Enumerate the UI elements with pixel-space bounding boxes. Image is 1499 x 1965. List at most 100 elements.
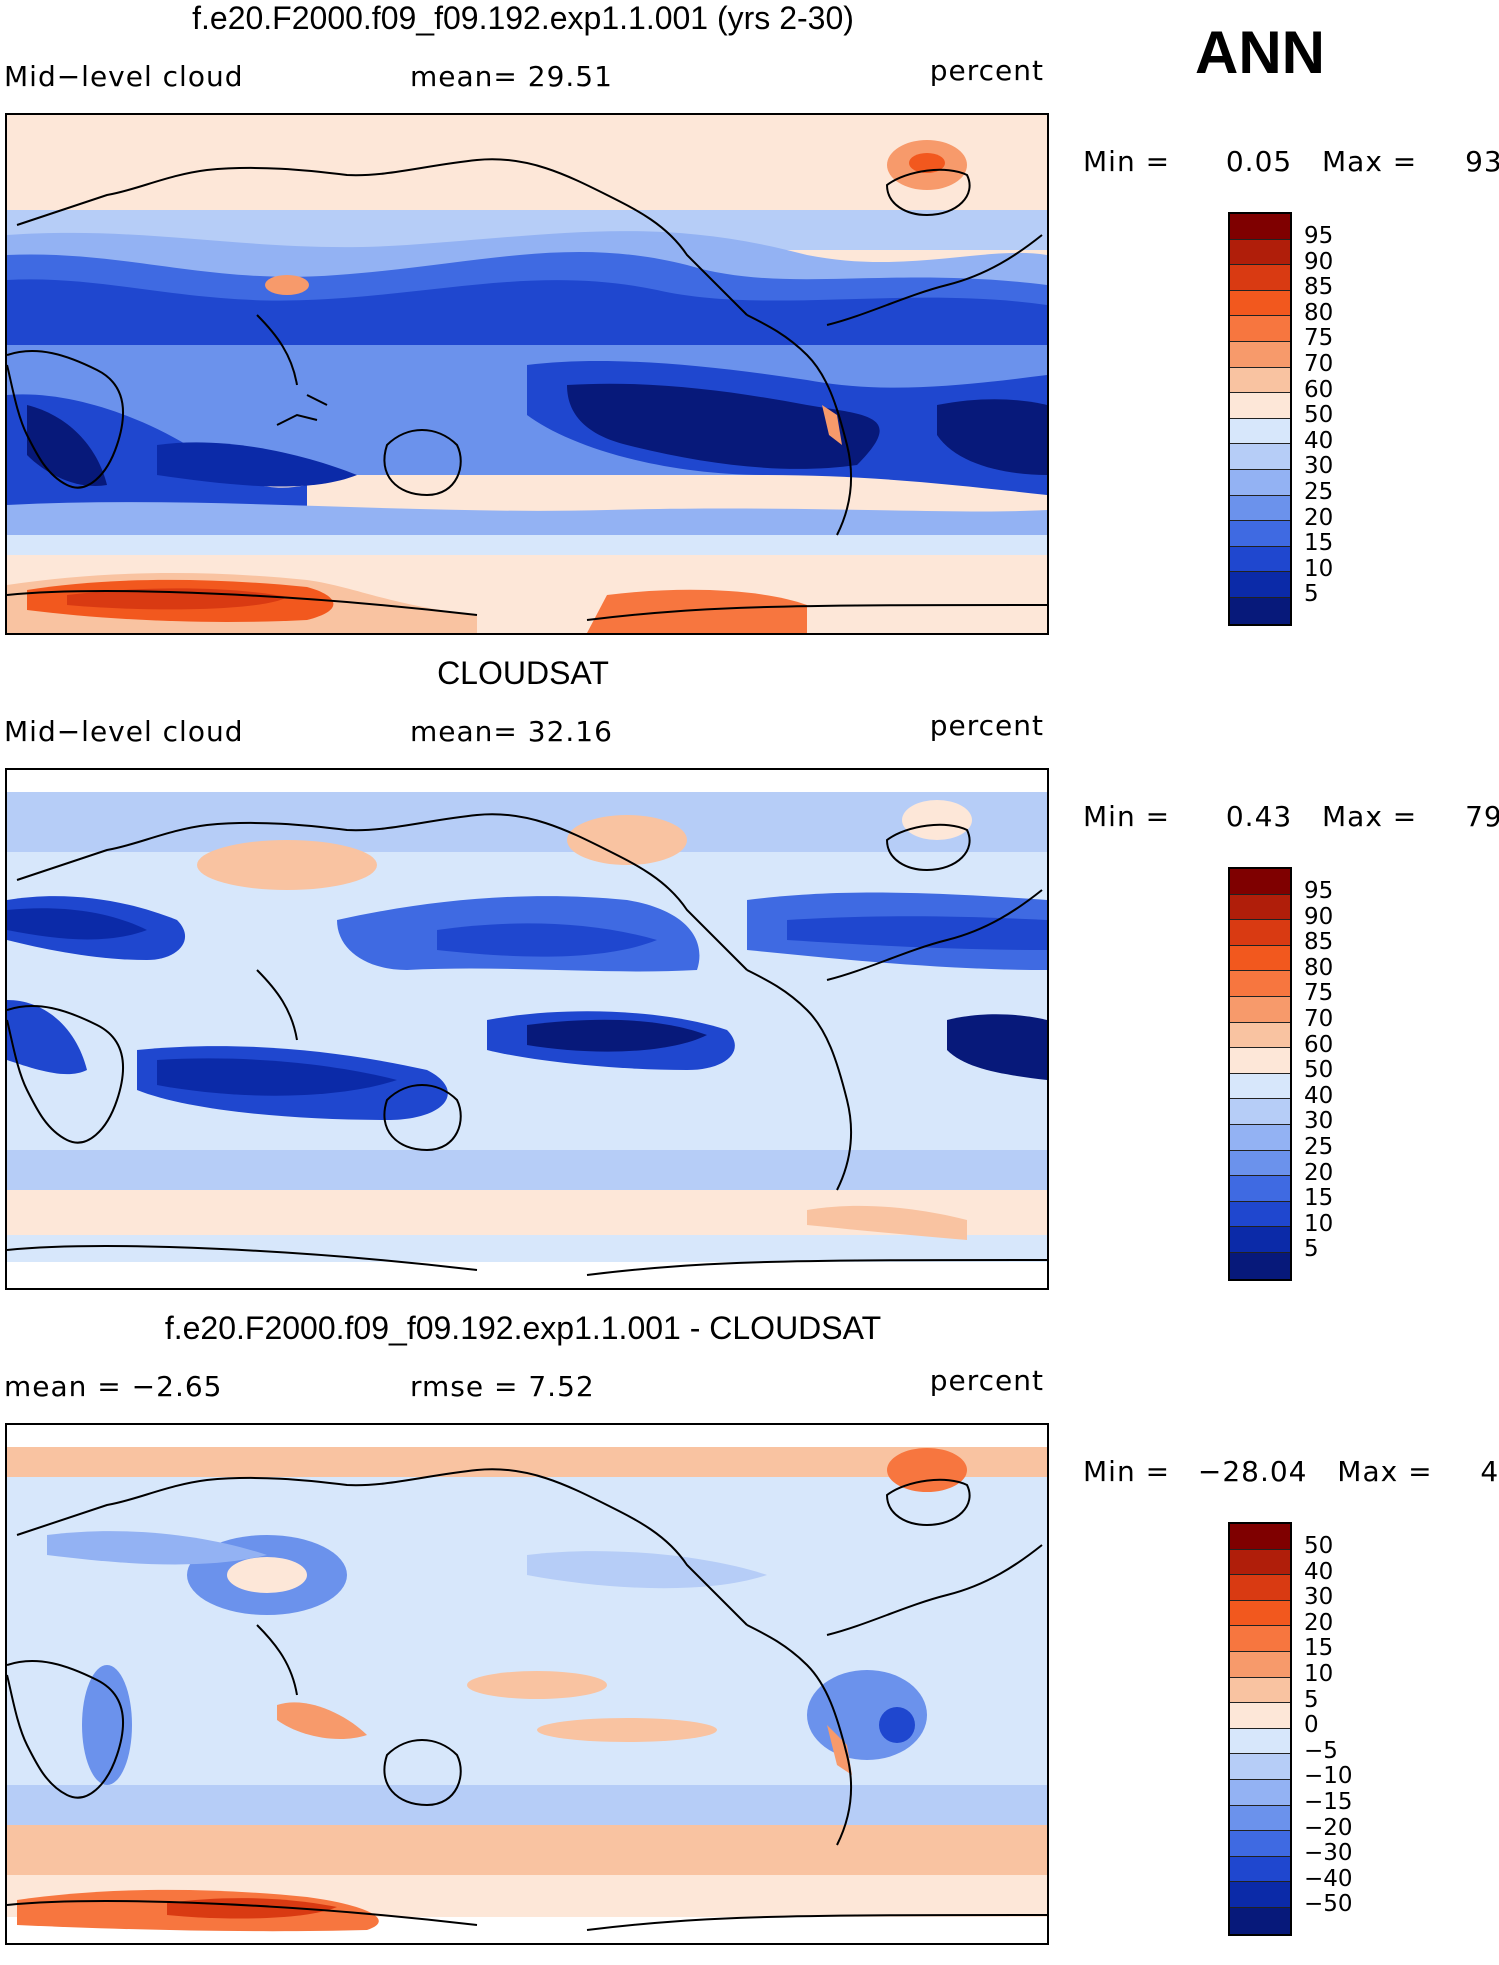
colorbar-box	[1230, 971, 1290, 997]
colorbar-box	[1230, 418, 1290, 445]
colorbar-labels: 50 40 30 20 15 10 5 0 −5 −10 −15 −20 −30 −40 −50	[1304, 1533, 1353, 1918]
colorbar-box	[1230, 1099, 1290, 1125]
colorbar-box	[1230, 572, 1290, 598]
panel-title: f.e20.F2000.f09_f09.192.exp1.1.001 (yrs …	[192, 0, 854, 36]
colorbar-box	[1230, 1600, 1290, 1627]
colorbar-box	[1230, 495, 1290, 522]
colorbar-box	[1230, 1252, 1290, 1279]
colorbar-box	[1230, 1907, 1290, 1934]
min-label: Min =	[1083, 800, 1171, 833]
colorbar-tick-label: 40	[1304, 1082, 1334, 1109]
colorbar-box	[1230, 1831, 1290, 1857]
variable-label: Mid−level cloud	[4, 715, 244, 748]
colorbar-box	[1230, 341, 1290, 368]
colorbar-tick-label: −30	[1304, 1840, 1353, 1867]
max-value: 93.86	[1465, 145, 1499, 178]
colorbar-tick-label: 70	[1304, 1005, 1334, 1032]
colorbar-tick-label: −15	[1304, 1788, 1353, 1815]
units-label: percent	[929, 54, 1044, 87]
colorbar-box	[1230, 265, 1290, 291]
panel-observation: CLOUDSAT Mid−level cloud mean= 32.16 per…	[0, 655, 1499, 1310]
colorbar-box	[1230, 1856, 1290, 1883]
colorbar-tick-label: 30	[1304, 453, 1334, 480]
colorbar-tick-label: 15	[1304, 530, 1334, 557]
colorbar-tick-label: 40	[1304, 427, 1334, 454]
colorbar-box	[1230, 1805, 1290, 1832]
min-label: Min =	[1083, 1455, 1171, 1488]
colorbar-tick-label: 95	[1304, 223, 1334, 249]
colorbar-tick-label: 80	[1304, 954, 1334, 981]
min-label: Min =	[1083, 145, 1171, 178]
colorbar-tick-label: 30	[1304, 1584, 1334, 1611]
colorbar-box	[1230, 1150, 1290, 1177]
colorbar-box	[1230, 1176, 1290, 1202]
colorbar-box	[1230, 1022, 1290, 1049]
rmse-label: rmse = 7.52	[410, 1370, 595, 1403]
colorbar-box	[1230, 945, 1290, 972]
colorbar-tick-label: 15	[1304, 1185, 1334, 1212]
colorbar-box	[1230, 1779, 1290, 1806]
min-value: −28.04	[1197, 1455, 1308, 1488]
colorbar-box	[1230, 367, 1290, 394]
colorbar-tick-label: 85	[1304, 929, 1334, 956]
colorbar-box	[1230, 894, 1290, 921]
colorbar-box	[1230, 597, 1290, 624]
minmax-stats: Min = 0.43 Max = 79.36	[1083, 800, 1499, 833]
colorbar-tick-label: 25	[1304, 478, 1334, 505]
colorbar-box	[1230, 521, 1290, 547]
colorbar-tick-label: 60	[1304, 376, 1334, 403]
panel-title: CLOUDSAT	[437, 655, 609, 691]
colorbar-tick-label: 40	[1304, 1558, 1334, 1585]
colorbar-box	[1230, 1073, 1290, 1100]
colorbar-tick-label: −20	[1304, 1814, 1353, 1841]
max-label: Max =	[1337, 1455, 1433, 1488]
colorbar-box	[1230, 1651, 1290, 1678]
max-value: 48.82	[1480, 1455, 1499, 1488]
colorbar-tick-label: 90	[1304, 248, 1334, 275]
colorbar-tick-label: 90	[1304, 903, 1334, 930]
colorbar-tick-label: 10	[1304, 1660, 1334, 1687]
colorbar	[1228, 212, 1292, 626]
colorbar-box	[1230, 546, 1290, 573]
colorbar-box	[1230, 393, 1290, 419]
colorbar-box	[1230, 869, 1290, 895]
colorbar-box	[1230, 444, 1290, 470]
variable-label: Mid−level cloud	[4, 60, 244, 93]
map-field	[7, 1447, 1047, 1932]
colorbar-tick-label: 10	[1304, 555, 1334, 582]
mean-label: mean = −2.65	[4, 1370, 223, 1403]
colorbar-tick-label: −5	[1304, 1737, 1338, 1764]
max-label: Max =	[1322, 145, 1418, 178]
colorbar-tick-label: 50	[1304, 402, 1334, 429]
map-observation	[5, 768, 1049, 1290]
colorbar	[1228, 867, 1292, 1281]
minmax-stats: Min = 0.05 Max = 93.86	[1083, 145, 1499, 178]
colorbar-tick-label: 25	[1304, 1133, 1334, 1160]
colorbar-tick-label: −50	[1304, 1891, 1353, 1918]
colorbar-tick-label: 75	[1304, 325, 1334, 352]
colorbar-tick-label: 30	[1304, 1108, 1334, 1135]
colorbar-tick-label: 50	[1304, 1057, 1334, 1084]
colorbar-box	[1230, 1549, 1290, 1576]
season-label: ANN	[1195, 19, 1325, 86]
colorbar-box	[1230, 996, 1290, 1023]
colorbar-tick-label: 10	[1304, 1210, 1334, 1237]
mean-label: mean= 32.16	[410, 715, 613, 748]
colorbar-box	[1230, 1575, 1290, 1601]
colorbar-tick-label: 20	[1304, 504, 1334, 531]
colorbar-tick-label: 60	[1304, 1031, 1334, 1058]
colorbar-box	[1230, 316, 1290, 342]
colorbar-tick-label: 5	[1304, 1686, 1319, 1713]
colorbar-tick-label: 5	[1304, 1236, 1319, 1263]
map-field	[7, 115, 1047, 633]
min-value: 0.05	[1225, 145, 1293, 178]
colorbar-tick-label: 20	[1304, 1159, 1334, 1186]
colorbar-tick-label: −40	[1304, 1865, 1353, 1892]
colorbar-tick-label: 95	[1304, 878, 1334, 904]
colorbar-box	[1230, 1227, 1290, 1253]
map-field	[7, 792, 1047, 1276]
colorbar-box	[1230, 239, 1290, 266]
colorbar-box	[1230, 469, 1290, 496]
colorbar-tick-label: 70	[1304, 350, 1334, 377]
colorbar-box	[1230, 1524, 1290, 1550]
